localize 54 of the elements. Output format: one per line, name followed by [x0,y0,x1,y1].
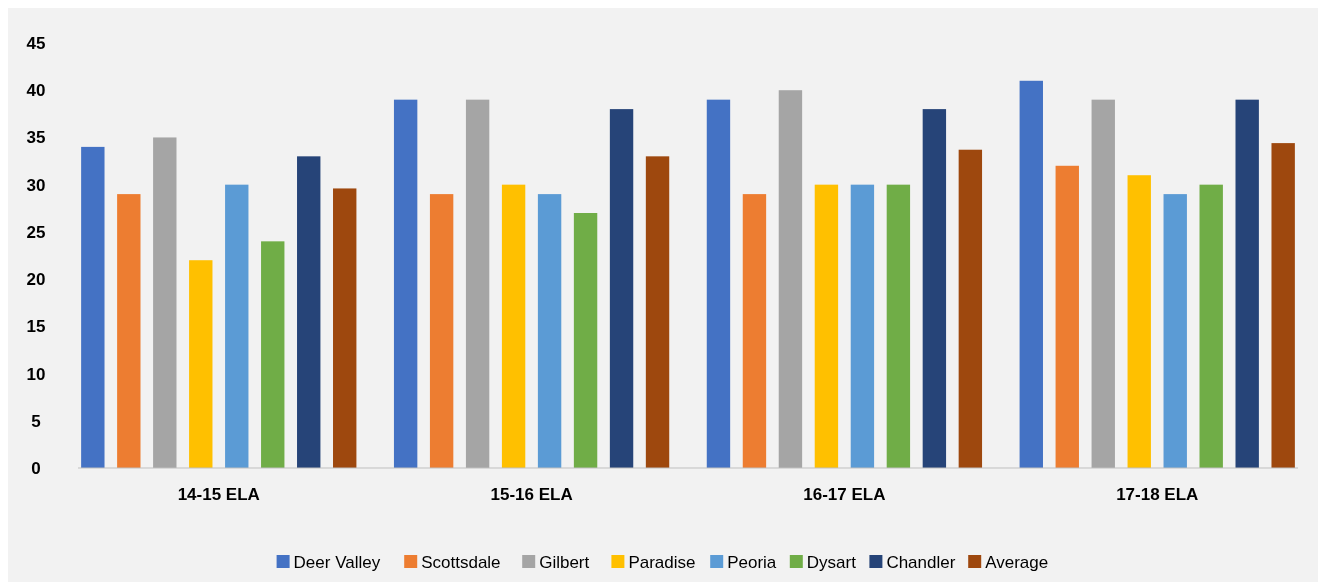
legend-label: Average [985,552,1049,572]
bar [1127,175,1151,468]
bar [814,184,839,468]
bar [1163,194,1187,468]
legend-label: Paradise [628,552,696,572]
bar [1235,99,1259,468]
legend-label: Deer Valley [293,552,381,572]
bar [1019,80,1043,468]
bar [333,188,357,468]
legend-label: Chandler [886,552,956,572]
bar [297,156,321,468]
bar [1091,99,1115,468]
legend-label: Dysart [806,552,857,572]
y-tick-label: 15 [26,317,46,337]
bar [1271,143,1295,468]
bar [1055,165,1079,468]
y-tick-label: 25 [26,222,46,242]
legend-label: Peoria [727,552,777,572]
bar [537,194,562,468]
bar [261,241,285,468]
bar [225,184,249,468]
bar [573,213,598,468]
legend-label: Gilbert [539,552,590,572]
x-tick-label: 15-16 ELA [490,485,573,504]
bar [922,109,947,468]
bar [465,99,490,468]
bar [1199,184,1223,468]
legend-label: Scottsdale [421,552,501,572]
bar [886,184,911,468]
y-tick-label: 20 [26,270,46,290]
bar [189,260,213,468]
bar [958,149,983,468]
y-tick-label: 35 [26,128,46,148]
bar [429,194,454,468]
bar [501,184,526,468]
bar [778,90,803,468]
bar [742,194,767,468]
x-tick-label: 14-15 ELA [177,485,260,504]
y-tick-label: 45 [26,33,46,53]
y-tick-label: 5 [31,411,41,431]
y-tick-label: 30 [26,175,46,195]
bar [393,99,418,468]
y-tick-label: 10 [26,364,46,384]
bar [609,109,634,468]
bar [645,156,670,468]
bar [706,99,731,468]
x-tick-label: 16-17 ELA [803,485,886,504]
bar [850,184,875,468]
y-tick-label: 0 [31,458,41,478]
bar [117,194,141,468]
y-tick-label: 40 [26,81,46,101]
bar [153,137,177,468]
x-tick-label: 17-18 ELA [1116,485,1199,504]
bar [81,146,105,468]
